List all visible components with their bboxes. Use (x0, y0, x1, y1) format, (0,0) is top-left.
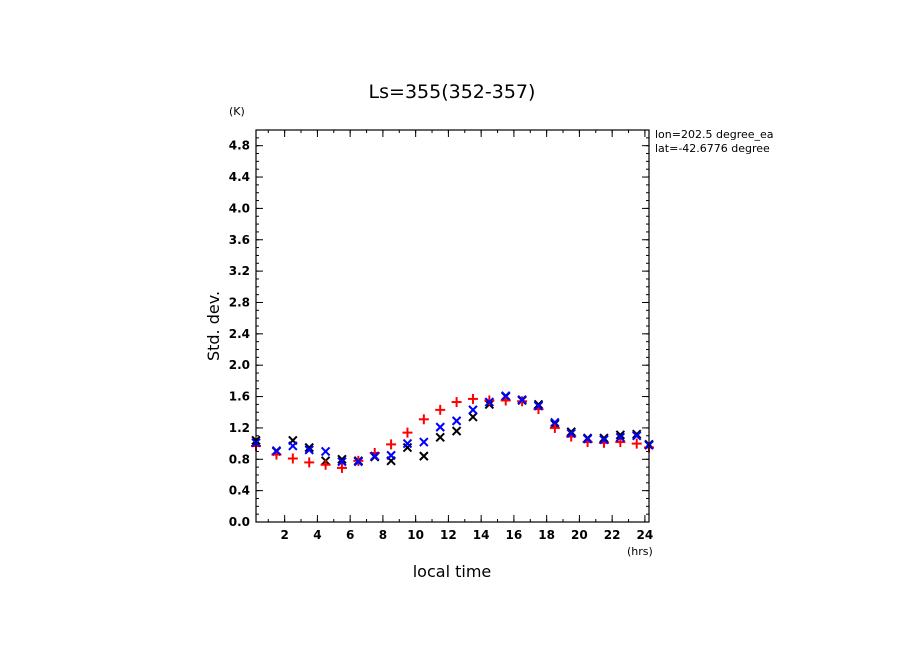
data-point-series-3 (484, 397, 495, 407)
data-point-series-2 (467, 393, 478, 404)
y-tick-label: 2.8 (229, 295, 250, 309)
data-point-series-3 (451, 416, 462, 426)
data-point-series-3 (304, 445, 314, 455)
x-tick-label: 18 (538, 528, 555, 542)
x-tick-label: 6 (346, 528, 354, 542)
data-point-series-3 (337, 456, 347, 467)
data-point-series-1 (435, 432, 445, 443)
x-tick-label: 24 (637, 528, 654, 542)
y-tick-label: 2.0 (229, 358, 250, 372)
data-point-series-1 (468, 412, 478, 422)
data-point-series-3 (370, 451, 380, 461)
data-point-series-1 (304, 442, 314, 453)
data-point-series-3 (615, 432, 626, 443)
data-markers (251, 391, 654, 473)
data-point-series-3 (353, 456, 364, 467)
data-point-series-2 (320, 459, 331, 470)
x-tick-label: 20 (571, 528, 588, 542)
y-tick-label: 0.4 (229, 484, 250, 498)
y-tick-label: 4.8 (229, 139, 250, 153)
data-point-series-3 (566, 428, 576, 439)
data-point-series-1 (632, 429, 642, 439)
data-point-series-3 (533, 401, 544, 411)
y-tick-label: 3.6 (229, 233, 250, 247)
data-point-series-3 (402, 438, 413, 449)
x-tick-label: 10 (407, 528, 424, 542)
data-point-series-2 (418, 414, 429, 425)
data-point-series-2 (631, 438, 642, 449)
data-point-series-3 (599, 434, 609, 445)
data-point-series-2 (402, 427, 413, 438)
data-point-series-1 (615, 430, 626, 440)
data-point-series-2 (517, 396, 528, 407)
plot-frame (255, 129, 650, 523)
x-tick-label: 8 (379, 528, 387, 542)
data-point-series-3 (468, 405, 478, 415)
data-point-series-2 (484, 395, 495, 406)
data-point-series-3 (386, 450, 396, 461)
x-tick-label: 12 (440, 528, 457, 542)
x-axis-title: local time (413, 562, 492, 581)
data-point-series-3 (582, 434, 593, 444)
data-point-series-1 (419, 451, 429, 461)
y-unit-label: (K) (229, 105, 245, 118)
data-point-series-2 (451, 397, 462, 408)
x-tick-label: 14 (473, 528, 490, 542)
data-point-series-3 (419, 437, 429, 447)
data-point-series-2 (435, 404, 446, 415)
data-point-series-2 (386, 439, 397, 450)
chart-title: Ls=355(352-357) (369, 81, 536, 103)
y-tick-label: 2.4 (229, 327, 250, 341)
y-tick-label: 0.0 (229, 515, 250, 529)
data-point-series-2 (304, 457, 315, 468)
y-tick-label: 3.2 (229, 264, 250, 278)
data-point-series-3 (501, 391, 511, 401)
annotation-lat: lat=-42.6776 degree (655, 142, 770, 155)
x-tick-label: 4 (313, 528, 321, 542)
data-point-series-3 (632, 431, 642, 441)
y-tick-label: 4.0 (229, 201, 250, 215)
data-point-series-3 (550, 417, 560, 428)
data-point-series-3 (517, 394, 527, 405)
data-point-series-3 (320, 446, 331, 457)
x-tick-label: 16 (506, 528, 523, 542)
data-point-series-3 (435, 422, 445, 432)
data-point-series-3 (288, 441, 298, 451)
annotation-lon: lon=202.5 degree_ea (655, 128, 774, 141)
x-tick-label: 22 (604, 528, 621, 542)
data-point-series-2 (549, 422, 560, 433)
y-tick-label: 1.2 (229, 421, 250, 435)
axis-ticks: 0.0 0.4 0.8 1.2 1.6 2.0 2.4 2.8 3.2 3.6 4.0 4.4 4.8 2… (229, 129, 654, 542)
data-point-series-2 (336, 462, 347, 473)
data-point-series-3 (271, 445, 282, 456)
y-axis-title: Std. dev. (204, 291, 223, 361)
data-point-series-1 (337, 454, 347, 464)
x-tick-label: 2 (280, 528, 288, 542)
x-unit-label: (hrs) (627, 545, 653, 558)
y-tick-label: 1.6 (229, 390, 250, 404)
y-tick-label: 0.8 (229, 452, 250, 466)
data-point-series-1 (451, 426, 462, 436)
y-tick-label: 4.4 (229, 170, 250, 184)
data-point-series-2 (287, 453, 298, 464)
